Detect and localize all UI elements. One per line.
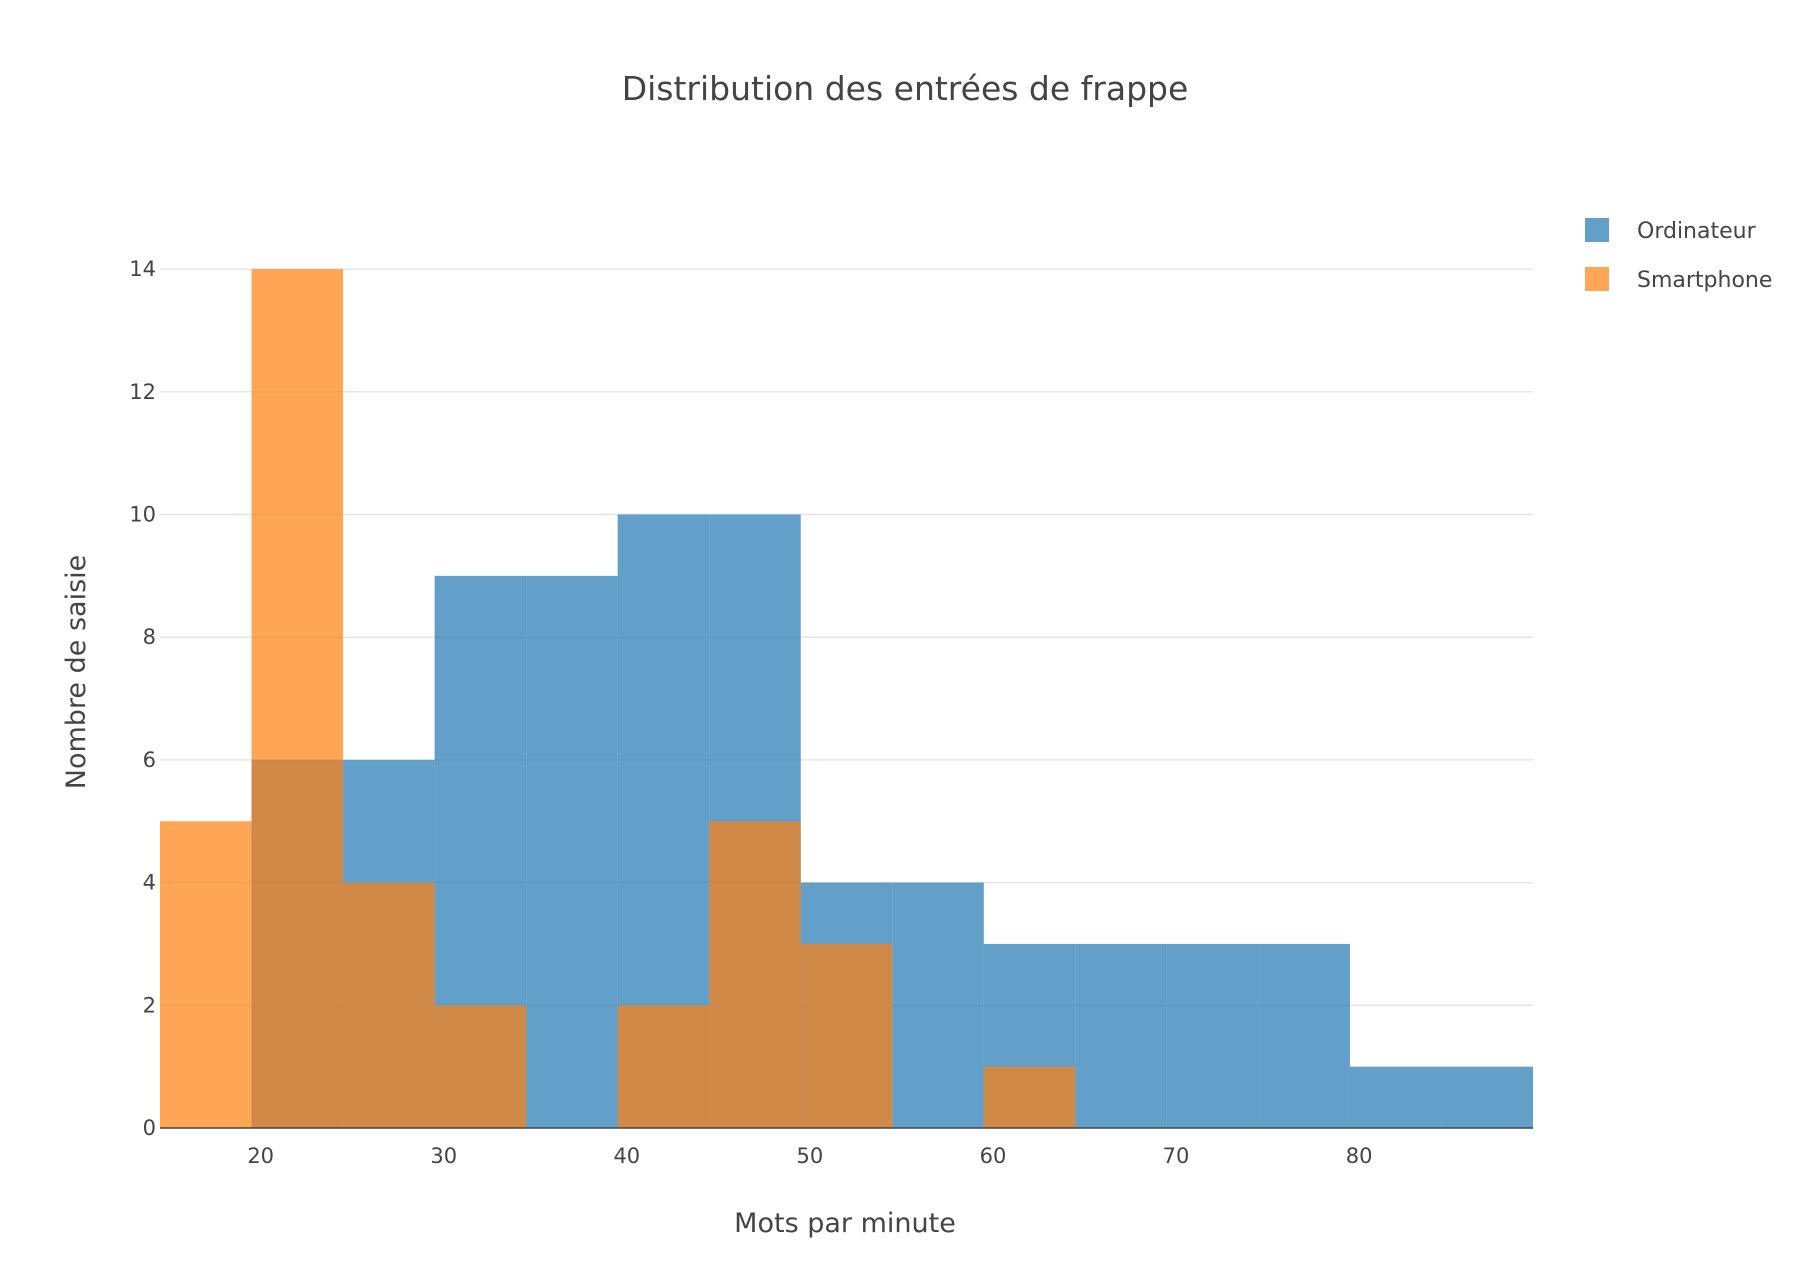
y-tick-label: 10 [129,502,156,526]
bar-ordinateur-9[interactable] [1075,943,1167,1128]
axes: 0 2 4 6 8 10 12 14 20 30 40 50 60 70 80 [129,257,1533,1168]
x-tick-label: 80 [1346,1144,1373,1168]
bar-smartphone-7[interactable] [983,1066,1076,1128]
x-axis-title: Mots par minute [734,1208,956,1239]
x-tick-label: 60 [980,1144,1007,1168]
y-tick-label: 14 [129,257,156,281]
x-tick-label: 30 [430,1144,457,1168]
legend[interactable]: Ordinateur Smartphone [1585,218,1772,293]
y-tick-label: 6 [143,748,156,772]
legend-label: Ordinateur [1637,219,1757,244]
bar-smartphone-4[interactable] [617,1005,710,1128]
legend-item-ordinateur[interactable]: Ordinateur [1585,218,1757,244]
bar-smartphone-6[interactable] [800,943,893,1128]
y-tick-label: 0 [143,1116,156,1140]
bar-ordinateur-7[interactable] [892,882,984,1128]
legend-swatch [1585,218,1609,242]
y-tick-label: 2 [143,993,156,1017]
bar-ordinateur-12[interactable] [1349,1066,1442,1128]
x-tick-label: 40 [613,1144,640,1168]
bar-ordinateur-10[interactable] [1166,943,1259,1128]
legend-item-smartphone[interactable]: Smartphone [1585,267,1772,293]
legend-label: Smartphone [1637,268,1772,293]
y-axis-title: Nombre de saisie [61,555,92,789]
x-tick-label: 50 [797,1144,824,1168]
bars [160,269,1533,1129]
y-tick-label: 12 [129,380,156,404]
bar-ordinateur-13[interactable] [1441,1066,1533,1128]
x-tick-label: 20 [247,1144,274,1168]
bar-ordinateur-3[interactable] [526,575,618,1128]
bar-smartphone-1[interactable] [251,269,344,1129]
bar-smartphone-5[interactable] [709,821,801,1128]
bar-smartphone-2[interactable] [343,882,435,1128]
bar-ordinateur-11[interactable] [1258,943,1350,1128]
legend-swatch [1585,267,1609,291]
bar-smartphone-3[interactable] [434,1005,527,1128]
bar-smartphone-0[interactable] [160,821,252,1128]
chart-title: Distribution des entrées de frappe [622,69,1189,108]
y-tick-label: 8 [143,625,156,649]
x-tick-label: 70 [1163,1144,1190,1168]
y-tick-label: 4 [143,871,156,895]
